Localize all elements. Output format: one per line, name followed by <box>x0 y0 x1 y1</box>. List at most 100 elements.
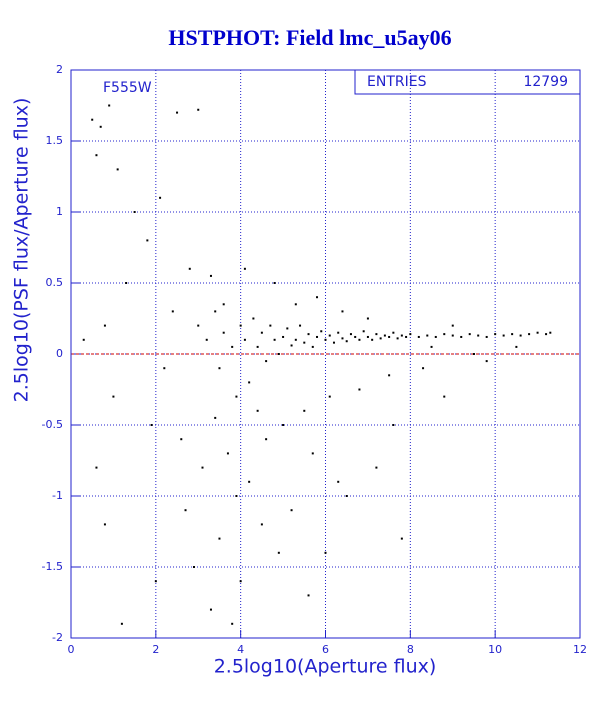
point <box>290 344 293 347</box>
x-tick-label: 4 <box>237 643 244 656</box>
point <box>337 331 340 334</box>
point <box>400 334 403 337</box>
point <box>358 388 361 391</box>
x-tick-label: 6 <box>322 643 329 656</box>
point <box>193 566 196 568</box>
point <box>417 335 420 338</box>
point <box>248 480 251 483</box>
point <box>146 239 149 242</box>
point <box>468 333 471 336</box>
point <box>511 333 514 336</box>
point <box>371 338 374 341</box>
point <box>549 331 552 334</box>
point <box>239 324 242 327</box>
point <box>269 324 272 327</box>
point <box>485 335 488 338</box>
point <box>205 338 208 341</box>
point <box>171 310 174 313</box>
x-tick-label: 10 <box>488 643 502 656</box>
point <box>256 345 259 348</box>
point <box>366 335 369 338</box>
point <box>362 330 365 333</box>
point <box>252 317 255 320</box>
point <box>349 333 352 336</box>
point <box>103 324 106 327</box>
point <box>226 452 229 455</box>
point <box>265 360 268 363</box>
point <box>451 334 454 337</box>
point <box>188 267 191 270</box>
point <box>209 274 212 277</box>
point <box>332 341 335 344</box>
point <box>235 395 238 398</box>
point <box>379 337 382 340</box>
point <box>422 367 425 370</box>
point <box>184 509 187 512</box>
point <box>256 409 259 412</box>
point <box>277 353 280 355</box>
point <box>243 338 246 341</box>
y-tick-label: 2 <box>56 63 63 76</box>
point <box>320 330 323 333</box>
point <box>316 296 319 299</box>
point <box>409 333 412 336</box>
y-axis-label: 2.5log10(PSF flux/Aperture flux) <box>11 98 33 403</box>
point <box>345 340 348 343</box>
y-tick-label: 1 <box>56 205 63 218</box>
point <box>239 580 242 583</box>
x-tick-label: 12 <box>573 643 587 656</box>
point <box>248 381 251 384</box>
plot-frame <box>70 69 581 639</box>
point <box>405 335 408 338</box>
point <box>91 118 94 121</box>
point <box>265 438 268 441</box>
point <box>116 168 119 171</box>
point <box>528 333 531 336</box>
point <box>260 331 263 334</box>
x-axis-label: 2.5log10(Aperture flux) <box>214 656 437 678</box>
point <box>282 424 285 426</box>
point <box>311 345 314 348</box>
point <box>176 111 179 114</box>
point <box>388 374 391 377</box>
point <box>294 303 297 306</box>
point <box>95 466 98 469</box>
entries-value: 12799 <box>523 74 568 90</box>
y-tick-label: 0 <box>56 347 63 360</box>
y-tick-label: -2 <box>52 631 63 644</box>
point <box>472 353 475 355</box>
point <box>133 211 136 213</box>
point <box>273 338 276 341</box>
point <box>536 331 539 334</box>
point <box>443 333 446 336</box>
chart-title: HSTPHOT: Field lmc_u5ay06 <box>168 25 451 50</box>
point <box>273 282 276 284</box>
point <box>341 310 344 313</box>
point <box>324 551 327 554</box>
point <box>354 335 357 338</box>
x-tick-label: 2 <box>152 643 159 656</box>
y-tick-label: -1.5 <box>42 560 63 573</box>
point <box>519 334 522 337</box>
point <box>307 333 310 336</box>
point <box>120 622 123 625</box>
point <box>375 466 378 469</box>
point <box>485 360 488 363</box>
point <box>243 267 246 270</box>
point <box>277 551 280 554</box>
point <box>375 333 378 336</box>
point <box>328 334 331 337</box>
point <box>545 333 548 336</box>
point <box>163 367 166 370</box>
point <box>515 345 518 348</box>
point <box>282 335 285 338</box>
point <box>214 310 217 313</box>
point <box>392 331 395 334</box>
point <box>95 154 98 157</box>
point <box>82 338 85 341</box>
point <box>451 324 454 327</box>
point <box>426 334 429 337</box>
point <box>396 337 399 340</box>
point <box>231 622 234 625</box>
